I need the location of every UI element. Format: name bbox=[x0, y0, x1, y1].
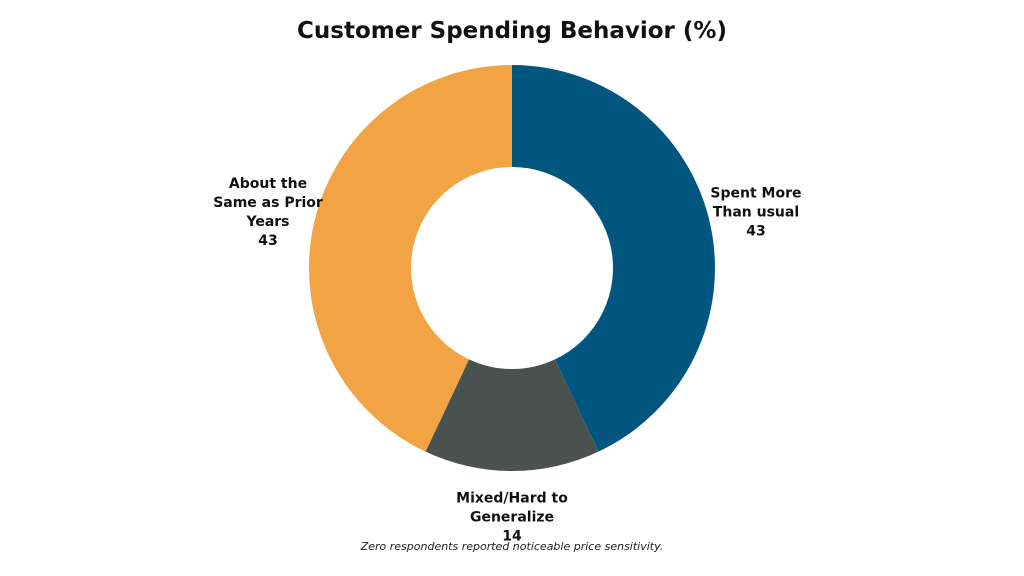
donut-slice bbox=[425, 359, 599, 471]
slice-label: Spent More Than usual 43 bbox=[696, 185, 816, 242]
slice-value: 14 bbox=[502, 528, 522, 545]
slice-label: About the Same as Prior Years 43 bbox=[208, 175, 328, 251]
slice-category: Spent More Than usual bbox=[710, 185, 802, 221]
chart-title: Customer Spending Behavior (%) bbox=[297, 18, 727, 44]
slice-category: About the Same as Prior Years bbox=[213, 176, 323, 231]
slice-value: 43 bbox=[258, 233, 278, 250]
slice-value: 43 bbox=[746, 223, 766, 240]
slice-label: Mixed/Hard to Generalize 14 bbox=[452, 490, 572, 547]
donut-slice bbox=[308, 65, 512, 452]
chart-note: Zero respondents reported noticeable pri… bbox=[360, 540, 664, 553]
donut-slice bbox=[512, 65, 715, 452]
slice-category: Mixed/Hard to Generalize bbox=[456, 490, 568, 526]
